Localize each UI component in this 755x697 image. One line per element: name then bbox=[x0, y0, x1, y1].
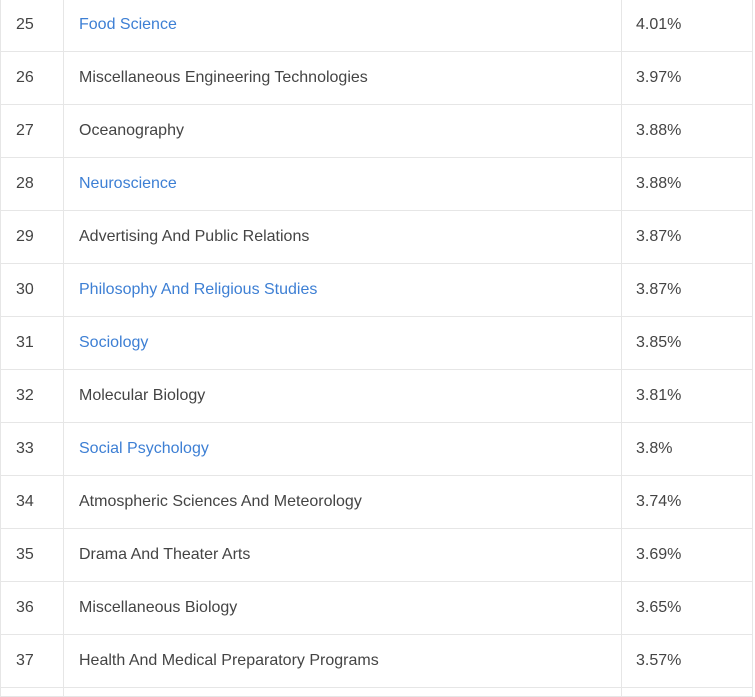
percent-cell: 3.88% bbox=[621, 104, 753, 158]
table-row: 26 Miscellaneous Engineering Technologie… bbox=[0, 51, 753, 105]
percent-cell: 3.88% bbox=[621, 157, 753, 211]
rank-cell: 36 bbox=[0, 581, 64, 635]
percent-cell: 3.97% bbox=[621, 51, 753, 105]
table-row: 25 Food Science 4.01% bbox=[0, 0, 753, 52]
table-row: 32 Molecular Biology 3.81% bbox=[0, 369, 753, 423]
major-link[interactable]: Food Science bbox=[79, 16, 177, 33]
major-cell: Molecular Biology bbox=[63, 369, 622, 423]
percent-cell: 3.87% bbox=[621, 210, 753, 264]
percent-cell: 3.8% bbox=[621, 422, 753, 476]
table-row: 34 Atmospheric Sciences And Meteorology … bbox=[0, 475, 753, 529]
table-row: 29 Advertising And Public Relations 3.87… bbox=[0, 210, 753, 264]
rank-cell: 29 bbox=[0, 210, 64, 264]
table-row: 35 Drama And Theater Arts 3.69% bbox=[0, 528, 753, 582]
table-row-partial bbox=[0, 687, 753, 697]
rank-cell: 25 bbox=[0, 0, 64, 52]
table-row: 28 Neuroscience 3.88% bbox=[0, 157, 753, 211]
major-link[interactable]: Neuroscience bbox=[79, 175, 177, 192]
percent-cell: 3.74% bbox=[621, 475, 753, 529]
percent-cell: 3.57% bbox=[621, 634, 753, 688]
percent-cell: 3.87% bbox=[621, 263, 753, 317]
rank-cell bbox=[0, 687, 64, 697]
major-cell: Philosophy And Religious Studies bbox=[63, 263, 622, 317]
table-row: 30 Philosophy And Religious Studies 3.87… bbox=[0, 263, 753, 317]
table-row: 36 Miscellaneous Biology 3.65% bbox=[0, 581, 753, 635]
major-cell: Food Science bbox=[63, 0, 622, 52]
major-cell: Atmospheric Sciences And Meteorology bbox=[63, 475, 622, 529]
percent-cell bbox=[621, 687, 753, 697]
rank-cell: 26 bbox=[0, 51, 64, 105]
major-cell: Miscellaneous Biology bbox=[63, 581, 622, 635]
major-cell: Social Psychology bbox=[63, 422, 622, 476]
rank-cell: 32 bbox=[0, 369, 64, 423]
table-row: 27 Oceanography 3.88% bbox=[0, 104, 753, 158]
percent-cell: 3.65% bbox=[621, 581, 753, 635]
table-row: 37 Health And Medical Preparatory Progra… bbox=[0, 634, 753, 688]
table-row: 31 Sociology 3.85% bbox=[0, 316, 753, 370]
major-cell: Miscellaneous Engineering Technologies bbox=[63, 51, 622, 105]
rank-cell: 31 bbox=[0, 316, 64, 370]
rank-cell: 33 bbox=[0, 422, 64, 476]
major-cell: Advertising And Public Relations bbox=[63, 210, 622, 264]
major-cell: Neuroscience bbox=[63, 157, 622, 211]
major-cell: Sociology bbox=[63, 316, 622, 370]
major-link[interactable]: Philosophy And Religious Studies bbox=[79, 281, 318, 298]
rank-cell: 30 bbox=[0, 263, 64, 317]
major-cell: Oceanography bbox=[63, 104, 622, 158]
rank-cell: 27 bbox=[0, 104, 64, 158]
table-row: 33 Social Psychology 3.8% bbox=[0, 422, 753, 476]
rank-cell: 35 bbox=[0, 528, 64, 582]
major-link[interactable]: Sociology bbox=[79, 334, 149, 351]
major-cell: Drama And Theater Arts bbox=[63, 528, 622, 582]
rank-cell: 28 bbox=[0, 157, 64, 211]
major-cell: Health And Medical Preparatory Programs bbox=[63, 634, 622, 688]
rank-cell: 34 bbox=[0, 475, 64, 529]
rank-cell: 37 bbox=[0, 634, 64, 688]
major-cell bbox=[63, 687, 622, 697]
percent-cell: 3.81% bbox=[621, 369, 753, 423]
major-link[interactable]: Social Psychology bbox=[79, 440, 209, 457]
percent-cell: 4.01% bbox=[621, 0, 753, 52]
percent-cell: 3.85% bbox=[621, 316, 753, 370]
percent-cell: 3.69% bbox=[621, 528, 753, 582]
